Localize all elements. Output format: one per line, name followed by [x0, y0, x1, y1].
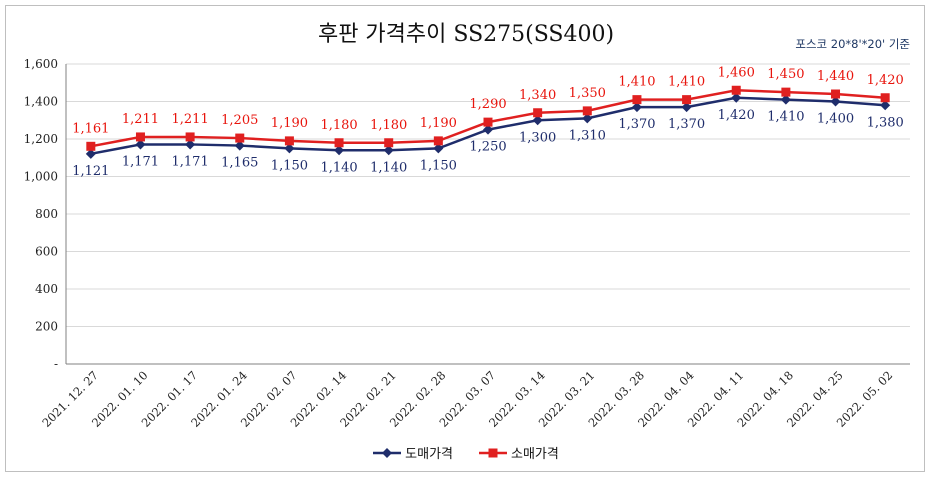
chart-title: 후판 가격추이 SS275(SS400)	[317, 22, 615, 47]
wholesale-point	[433, 143, 444, 154]
retail-data-label: 1,211	[172, 112, 209, 127]
retail-point	[831, 89, 841, 99]
retail-data-label: 1,180	[370, 118, 407, 133]
wholesale-data-label: 1,121	[72, 164, 109, 179]
legend-label-wholesale: 도매가격	[405, 447, 453, 462]
y-tick-label: 1,000	[24, 170, 58, 184]
y-tick-label: 600	[35, 245, 58, 259]
wholesale-data-label: 1,300	[519, 130, 556, 145]
wholesale-data-label: 1,140	[320, 160, 357, 175]
chart-frame	[5, 5, 925, 472]
y-tick-label: -	[54, 357, 58, 371]
chart-legend: 도매가격 소매가격	[0, 443, 932, 462]
wholesale-data-label: 1,150	[271, 158, 308, 173]
retail-data-label: 1,211	[122, 112, 159, 127]
retail-data-label: 1,161	[72, 121, 109, 136]
legend-square-icon	[479, 448, 507, 457]
wholesale-point	[135, 139, 146, 150]
legend-item-retail: 소매가격	[479, 443, 559, 462]
retail-data-label: 1,410	[618, 75, 655, 90]
wholesale-point	[582, 113, 593, 124]
wholesale-point	[731, 92, 742, 103]
legend-diamond-icon	[373, 447, 402, 458]
retail-point	[185, 132, 195, 142]
retail-data-label: 1,350	[569, 86, 606, 101]
wholesale-point	[780, 94, 791, 105]
retail-point	[781, 87, 791, 97]
wholesale-data-label: 1,370	[618, 117, 655, 132]
wholesale-point	[532, 115, 543, 126]
wholesale-data-label: 1,370	[668, 117, 705, 132]
wholesale-point	[85, 148, 96, 159]
y-tick-label: 1,600	[24, 57, 58, 71]
retail-data-label: 1,440	[817, 69, 854, 84]
y-tick-label: 400	[35, 282, 58, 296]
y-tick-label: 200	[35, 320, 58, 334]
chart-note: 포스코 20*8'*20' 기준	[795, 37, 910, 51]
retail-data-label: 1,190	[420, 116, 457, 131]
retail-data-label: 1,420	[867, 73, 904, 88]
wholesale-point	[681, 102, 692, 113]
retail-point	[86, 141, 96, 151]
y-tick-label: 1,400	[24, 95, 58, 109]
wholesale-data-label: 1,310	[569, 128, 606, 143]
wholesale-data-label: 1,140	[370, 160, 407, 175]
retail-point	[334, 138, 344, 148]
retail-point	[533, 108, 543, 118]
wholesale-point	[830, 96, 841, 107]
wholesale-data-label: 1,400	[817, 112, 854, 127]
wholesale-data-label: 1,380	[867, 115, 904, 130]
wholesale-data-label: 1,171	[172, 154, 209, 169]
retail-data-label: 1,340	[519, 88, 556, 103]
wholesale-point	[334, 145, 345, 156]
wholesale-data-label: 1,420	[718, 108, 755, 123]
legend-item-wholesale: 도매가격	[373, 443, 453, 462]
wholesale-data-label: 1,250	[469, 140, 506, 155]
wholesale-point	[383, 145, 394, 156]
y-tick-label: 1,200	[24, 132, 58, 146]
retail-point	[582, 106, 592, 116]
retail-point	[135, 132, 145, 142]
retail-data-label: 1,450	[767, 67, 804, 82]
retail-point	[384, 138, 394, 148]
retail-data-label: 1,290	[469, 97, 506, 112]
retail-data-label: 1,190	[271, 116, 308, 131]
wholesale-data-label: 1,165	[221, 156, 258, 171]
wholesale-point	[880, 100, 891, 111]
retail-data-label: 1,460	[718, 65, 755, 80]
y-tick-label: 800	[35, 207, 58, 221]
retail-data-label: 1,410	[668, 75, 705, 90]
retail-point	[235, 133, 245, 143]
retail-point	[731, 85, 741, 95]
retail-point	[284, 136, 294, 146]
retail-data-label: 1,180	[320, 118, 357, 133]
retail-point	[433, 136, 443, 146]
wholesale-point	[234, 140, 245, 151]
wholesale-point	[185, 139, 196, 150]
wholesale-point	[483, 124, 493, 135]
wholesale-data-label: 1,171	[122, 154, 159, 169]
wholesale-point	[284, 143, 295, 154]
retail-point	[632, 95, 642, 105]
legend-label-retail: 소매가격	[511, 447, 559, 462]
wholesale-point	[631, 102, 642, 113]
wholesale-data-label: 1,410	[767, 110, 804, 125]
retail-data-label: 1,205	[221, 113, 258, 128]
retail-point	[682, 95, 692, 105]
retail-point	[483, 117, 493, 127]
retail-point	[880, 93, 890, 103]
wholesale-data-label: 1,150	[420, 158, 457, 173]
